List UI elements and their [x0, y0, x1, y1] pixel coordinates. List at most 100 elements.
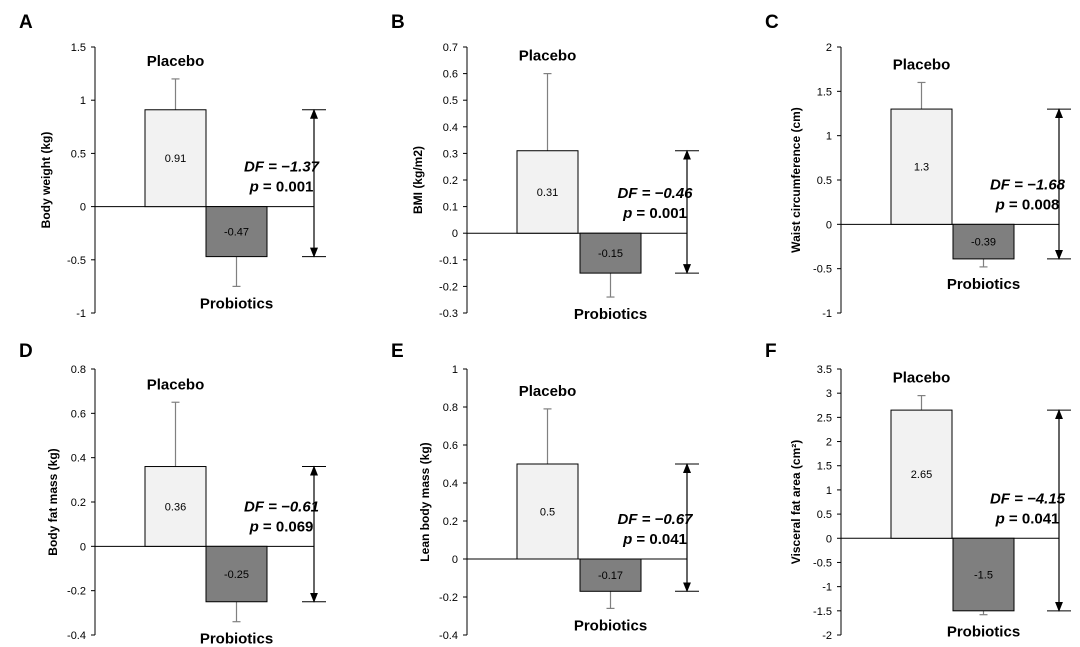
y-tick-label: 1 [452, 364, 458, 376]
y-tick-label: 0.4 [71, 453, 86, 465]
panel-e: E Lean body mass (kg) -0.4 -0.2 0 0.2 0.4 0.6 0.… [391, 341, 699, 642]
bar-value-label: -0.25 [224, 569, 249, 581]
y-axis-label: Body fat mass (kg) [46, 448, 60, 555]
y-tick-label: -0.2 [67, 586, 86, 598]
panel-letter: F [765, 341, 777, 362]
y-tick-label: 0.2 [443, 175, 458, 187]
p-value: = 0.041 [1005, 510, 1060, 527]
panel-a: A Body weight (kg) -1 -0.5 0 0.5 1 1.5 0.91 -0.47… [19, 12, 326, 320]
y-tick-label: -0.1 [439, 255, 458, 267]
placebo-bar [144, 466, 207, 547]
y-tick-label: 0 [80, 202, 86, 214]
p-symbol: p [249, 518, 259, 535]
p-symbol: p [995, 196, 1005, 213]
category-label-probiotics: Probiotics [200, 631, 273, 647]
category-label-probiotics: Probiotics [200, 295, 273, 312]
bar-value-label: 0.91 [165, 153, 186, 165]
category-label-placebo: Placebo [519, 383, 577, 400]
placebo-bar [516, 463, 579, 560]
df-annotation: DF = −1.37 [244, 159, 320, 176]
bar-value-label: -1.5 [974, 570, 993, 582]
panel-c: C Waist circumference (cm) -1 -0.5 0 0.5 1 1.5 2… [765, 12, 1071, 320]
p-annotation: p = 0.001 [622, 205, 687, 222]
y-tick-label: 0.1 [443, 202, 458, 214]
probiotics-bar [579, 558, 642, 592]
y-tick-label: 0.2 [443, 516, 458, 528]
panel-b: B BMI (kg/m2) -0.3 -0.2 -0.1 0 0.1 0.2 0.3 0.4 0.5… [391, 12, 699, 323]
panel-letter: B [391, 12, 405, 33]
probiotics-bar [205, 545, 268, 603]
y-tick-label: -0.2 [439, 281, 458, 293]
bar-value-label: -0.39 [971, 237, 996, 249]
y-tick-label: 0.8 [71, 364, 86, 376]
category-label-placebo: Placebo [147, 53, 205, 70]
p-annotation: p = 0.041 [622, 531, 687, 548]
y-tick-label: -0.5 [67, 255, 86, 267]
y-tick-label: -0.5 [813, 264, 832, 276]
y-tick-label: 2.5 [817, 412, 832, 424]
y-tick-label: -2 [822, 630, 832, 642]
y-tick-label: -0.4 [439, 630, 458, 642]
y-tick-label: 0.3 [443, 148, 458, 160]
category-label-probiotics: Probiotics [947, 624, 1020, 641]
y-tick-label: 0 [452, 554, 458, 566]
y-tick-label: -0.4 [67, 630, 86, 642]
y-axis-label: Waist circumference (cm) [789, 107, 803, 253]
probiotics-bar [579, 232, 642, 274]
panel-f: F Visceral fat area (cm²) -2 -1.5 -1 -0.5 0 0.5… [765, 341, 1071, 642]
y-tick-label: 0.6 [71, 408, 86, 420]
panel-letter: E [391, 341, 404, 362]
y-tick-label: 0 [80, 541, 86, 553]
y-tick-label: 0.5 [817, 509, 832, 521]
category-label-placebo: Placebo [893, 56, 951, 73]
y-axis-label: Visceral fat area (cm²) [789, 440, 803, 565]
y-tick-label: -1 [76, 308, 86, 320]
p-symbol: p [622, 205, 632, 222]
placebo-bar [516, 150, 579, 234]
y-tick-label: 0.5 [817, 175, 832, 187]
y-axis-label: BMI (kg/m2) [411, 146, 425, 214]
y-tick-label: 1.5 [71, 42, 86, 54]
y-tick-label: 1 [826, 131, 832, 143]
p-annotation: p = 0.069 [249, 518, 314, 535]
y-tick-label: 0.7 [443, 42, 458, 54]
placebo-bar [890, 409, 953, 539]
bar-value-label: 0.36 [165, 501, 186, 513]
category-label-probiotics: Probiotics [947, 276, 1020, 293]
panel-letter: C [765, 12, 779, 33]
y-tick-label: -1 [822, 582, 832, 594]
y-axis-label: Lean body mass (kg) [418, 442, 432, 561]
p-annotation: p = 0.001 [249, 179, 314, 196]
panel-d: D Body fat mass (kg) -0.4 -0.2 0 0.2 0.4 0.6 0.8… [19, 341, 326, 647]
y-tick-label: 0 [826, 533, 832, 545]
p-value: = 0.069 [259, 518, 314, 535]
probiotics-bar [205, 206, 268, 258]
bar-value-label: 1.3 [914, 162, 929, 174]
bar-value-label: 0.31 [537, 187, 558, 199]
p-value: = 0.041 [632, 531, 687, 548]
y-tick-label: 3.5 [817, 364, 832, 376]
y-tick-label: 0 [826, 219, 832, 231]
y-axis-label: Body weight (kg) [39, 132, 53, 229]
y-tick-label: 1.5 [817, 86, 832, 98]
placebo-bar [144, 109, 207, 208]
category-label-placebo: Placebo [147, 376, 205, 393]
y-tick-label: 0.6 [443, 440, 458, 452]
y-tick-label: 0 [452, 228, 458, 240]
y-tick-label: 0.5 [71, 148, 86, 160]
df-annotation: DF = −4.15 [990, 490, 1066, 507]
y-tick-label: 2 [826, 42, 832, 54]
p-value: = 0.001 [632, 205, 687, 222]
y-tick-label: -1 [822, 308, 832, 320]
panel-letter: A [19, 12, 33, 33]
y-tick-label: -0.5 [813, 557, 832, 569]
p-annotation: p = 0.008 [995, 196, 1060, 213]
placebo-bar [890, 108, 953, 225]
bar-value-label: 2.65 [911, 469, 932, 481]
category-label-placebo: Placebo [893, 370, 951, 387]
df-annotation: DF = −1.68 [990, 176, 1066, 193]
y-tick-label: 1 [80, 95, 86, 107]
category-label-probiotics: Probiotics [574, 306, 647, 323]
category-label-placebo: Placebo [519, 48, 577, 65]
